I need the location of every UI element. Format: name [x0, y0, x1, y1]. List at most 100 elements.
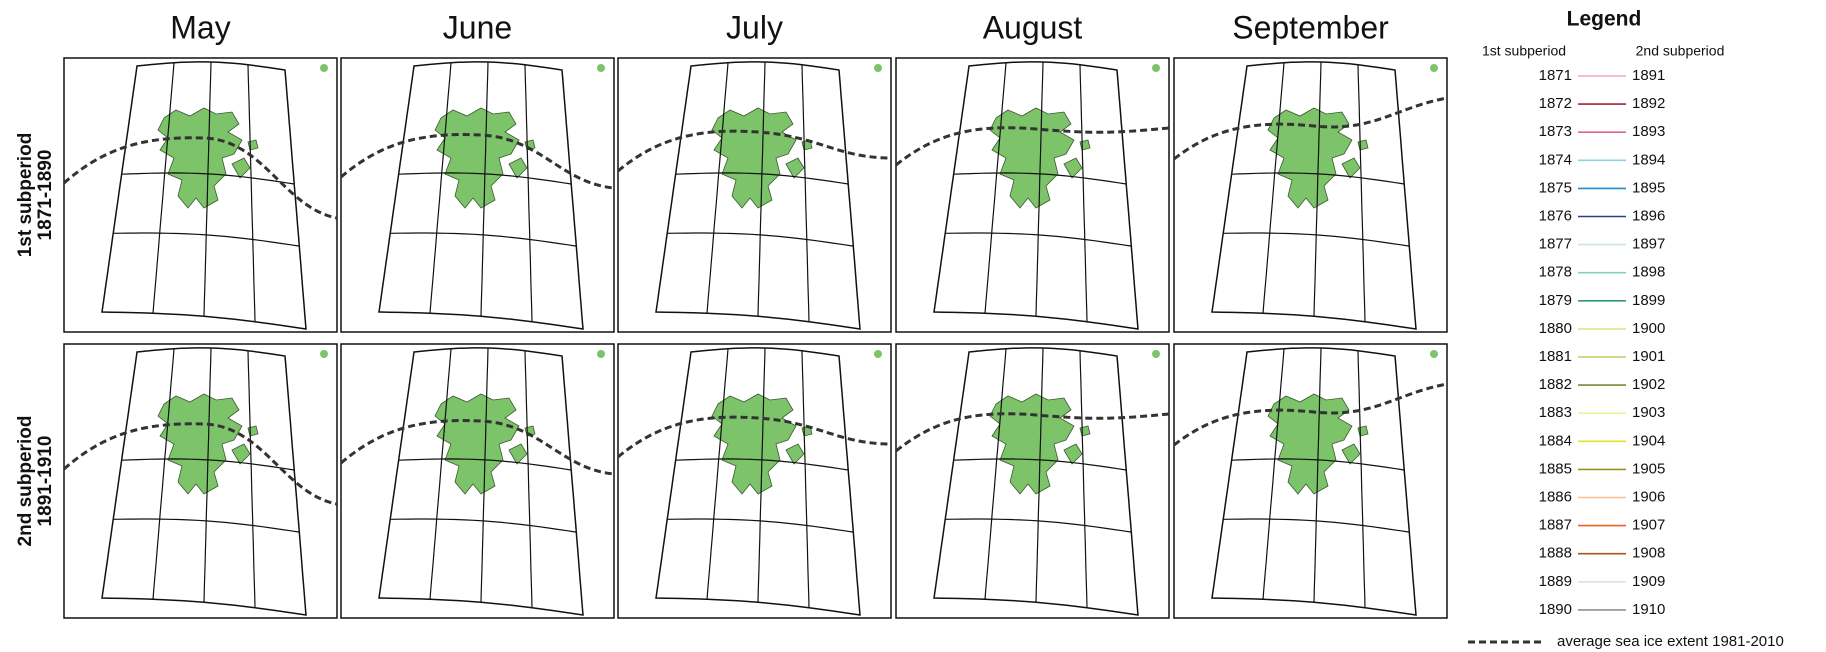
map-panel — [63, 57, 338, 333]
legend-year: 1903 — [1632, 404, 1665, 421]
meridian — [706, 62, 729, 314]
map-panel — [340, 57, 615, 333]
ice-extent — [1173, 96, 1448, 161]
ice-extent — [1173, 382, 1448, 447]
meridian — [524, 64, 533, 322]
row-subtitle: 1891-1910 — [35, 436, 56, 527]
parallel — [667, 232, 854, 247]
legend-year: 1879 — [1539, 292, 1572, 309]
parallel — [1231, 172, 1405, 185]
parallel — [398, 172, 572, 185]
legend-year: 1896 — [1632, 207, 1665, 224]
meridian — [1035, 347, 1044, 603]
legend-year: 1901 — [1632, 348, 1665, 365]
legend-year: 1891 — [1632, 67, 1665, 84]
meridian — [757, 347, 766, 603]
meridian — [1262, 348, 1285, 600]
legend-year: 1892 — [1632, 95, 1665, 112]
legend-year: 1888 — [1539, 545, 1572, 562]
legend-year: 1899 — [1632, 292, 1665, 309]
map-panel — [340, 343, 615, 619]
meridian — [480, 347, 489, 603]
meridian — [1313, 61, 1322, 317]
parallel — [953, 172, 1127, 185]
month-title: September — [1232, 9, 1389, 45]
legend-header: 2nd subperiod — [1636, 43, 1725, 59]
legend-year: 1875 — [1539, 179, 1572, 196]
ice-extent-label: average sea ice extent 1981-2010 — [1557, 633, 1784, 650]
meridian — [247, 64, 256, 322]
meridian — [524, 350, 533, 608]
parallel — [1223, 232, 1410, 247]
meridian — [429, 348, 452, 600]
legend-year: 1907 — [1632, 517, 1665, 534]
ice-extent — [895, 126, 1170, 167]
row-title: 1st subperiod — [15, 133, 36, 258]
ice-extent — [63, 422, 338, 506]
legend-year: 1898 — [1632, 264, 1665, 281]
legend-year: 1904 — [1632, 432, 1665, 449]
parallel — [121, 458, 295, 471]
row-subtitle: 1871-1890 — [35, 150, 56, 241]
legend-year: 1871 — [1539, 67, 1572, 84]
grid-outline — [933, 347, 1139, 616]
parallel — [121, 172, 295, 185]
legend-year: 1884 — [1539, 432, 1572, 449]
legend-year: 1910 — [1632, 601, 1665, 618]
legend-year: 1882 — [1539, 376, 1572, 393]
meridian — [1313, 347, 1322, 603]
parallel — [945, 232, 1132, 247]
ice-extent — [617, 129, 892, 173]
ice-extent — [63, 136, 338, 220]
legend-year: 1887 — [1539, 517, 1572, 534]
legend-year: 1894 — [1632, 151, 1665, 168]
map-panel — [1173, 343, 1448, 619]
grid-outline — [1211, 347, 1417, 616]
month-title: June — [443, 9, 512, 45]
grid-outline — [101, 61, 307, 330]
parallel — [1231, 458, 1405, 471]
meridian — [152, 62, 175, 314]
legend-header: 1st subperiod — [1482, 43, 1566, 59]
legend-year: 1876 — [1539, 207, 1572, 224]
legend-year: 1883 — [1539, 404, 1572, 421]
ice-extent — [340, 419, 615, 476]
legend-year: 1905 — [1632, 460, 1665, 477]
legend-year: 1881 — [1539, 348, 1572, 365]
legend-year: 1906 — [1632, 488, 1665, 505]
parallel — [1223, 518, 1410, 533]
legend-year: 1874 — [1539, 151, 1572, 168]
meridian — [203, 347, 212, 603]
meridian — [984, 62, 1007, 314]
meridian — [1035, 61, 1044, 317]
map-panel — [63, 343, 338, 619]
meridian — [801, 64, 810, 322]
legend-year: 1900 — [1632, 320, 1665, 337]
legend-year: 1895 — [1632, 179, 1665, 196]
meridian — [706, 348, 729, 600]
parallel — [945, 518, 1132, 533]
map-panel — [617, 57, 892, 333]
legend-year: 1885 — [1539, 460, 1572, 477]
month-title: August — [983, 9, 1083, 45]
map-panel — [617, 343, 892, 619]
meridian — [1079, 64, 1088, 322]
legend-year: 1893 — [1632, 123, 1665, 140]
meridian — [801, 350, 810, 608]
grid-outline — [378, 347, 584, 616]
legend-title: Legend — [1567, 8, 1642, 31]
map-panel — [895, 57, 1170, 333]
meridian — [1357, 64, 1366, 322]
ice-extent — [895, 412, 1170, 453]
legend-year: 1890 — [1539, 601, 1572, 618]
meridian — [1357, 350, 1366, 608]
ice-extent — [617, 415, 892, 459]
meridian — [1079, 350, 1088, 608]
legend-year: 1877 — [1539, 236, 1572, 253]
legend-year: 1872 — [1539, 95, 1572, 112]
parallel — [390, 518, 577, 533]
ice-extent — [340, 133, 615, 190]
legend-year: 1902 — [1632, 376, 1665, 393]
